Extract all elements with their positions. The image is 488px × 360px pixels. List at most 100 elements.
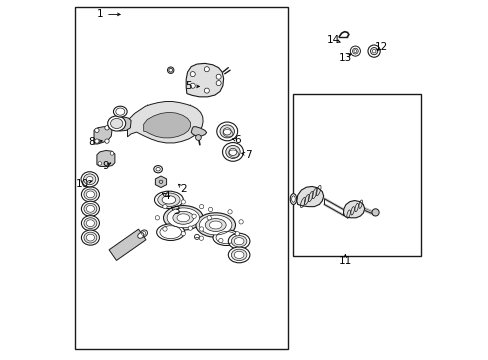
Ellipse shape <box>84 218 97 229</box>
Ellipse shape <box>110 152 114 155</box>
Text: 2: 2 <box>180 184 186 194</box>
Ellipse shape <box>110 118 122 129</box>
Ellipse shape <box>158 193 180 207</box>
Text: 9: 9 <box>102 161 109 171</box>
Ellipse shape <box>172 211 193 224</box>
Ellipse shape <box>167 208 199 228</box>
Polygon shape <box>97 150 115 167</box>
Ellipse shape <box>289 194 296 204</box>
Ellipse shape <box>84 232 97 243</box>
Ellipse shape <box>222 143 243 161</box>
Ellipse shape <box>205 219 225 231</box>
Text: 11: 11 <box>338 256 351 266</box>
Ellipse shape <box>209 221 222 229</box>
Ellipse shape <box>228 148 237 156</box>
Polygon shape <box>143 112 190 138</box>
Ellipse shape <box>199 204 203 209</box>
Text: 4: 4 <box>163 191 170 201</box>
Ellipse shape <box>95 128 99 132</box>
Ellipse shape <box>113 106 127 117</box>
Ellipse shape <box>208 207 212 212</box>
Text: 14: 14 <box>326 35 340 45</box>
Ellipse shape <box>199 215 231 235</box>
Ellipse shape <box>231 235 246 247</box>
Ellipse shape <box>196 213 235 237</box>
Ellipse shape <box>227 210 232 214</box>
Ellipse shape <box>81 172 98 187</box>
Ellipse shape <box>86 234 94 241</box>
Ellipse shape <box>86 176 93 182</box>
Ellipse shape <box>177 214 189 222</box>
Text: 7: 7 <box>244 150 251 160</box>
Ellipse shape <box>218 238 223 243</box>
Text: 3: 3 <box>172 206 179 216</box>
Ellipse shape <box>81 201 99 216</box>
Ellipse shape <box>234 251 244 258</box>
Polygon shape <box>343 201 364 218</box>
Ellipse shape <box>235 231 239 236</box>
Ellipse shape <box>199 236 203 240</box>
Ellipse shape <box>83 174 96 185</box>
Ellipse shape <box>371 49 375 53</box>
Ellipse shape <box>220 125 234 138</box>
Ellipse shape <box>107 116 125 131</box>
Ellipse shape <box>156 224 184 240</box>
Ellipse shape <box>163 227 167 231</box>
Polygon shape <box>109 229 145 260</box>
Ellipse shape <box>371 209 378 216</box>
Ellipse shape <box>349 46 360 56</box>
Ellipse shape <box>231 249 246 261</box>
Ellipse shape <box>168 68 172 72</box>
Ellipse shape <box>204 88 209 93</box>
Ellipse shape <box>84 189 97 200</box>
Ellipse shape <box>95 139 99 143</box>
Polygon shape <box>186 63 223 97</box>
Ellipse shape <box>216 74 221 79</box>
Ellipse shape <box>163 206 203 230</box>
Ellipse shape <box>138 233 143 238</box>
Ellipse shape <box>367 45 380 57</box>
Ellipse shape <box>352 48 358 54</box>
Ellipse shape <box>86 220 94 226</box>
Text: 8: 8 <box>88 137 95 147</box>
Ellipse shape <box>190 72 195 77</box>
Ellipse shape <box>163 204 167 209</box>
Ellipse shape <box>199 227 203 231</box>
Ellipse shape <box>104 126 109 130</box>
Text: 13: 13 <box>338 53 351 63</box>
Ellipse shape <box>228 233 249 249</box>
Polygon shape <box>296 186 323 207</box>
Ellipse shape <box>81 187 99 202</box>
Text: 6: 6 <box>234 135 240 145</box>
Ellipse shape <box>181 200 185 204</box>
Polygon shape <box>127 102 203 143</box>
Ellipse shape <box>181 231 185 236</box>
Polygon shape <box>94 127 112 144</box>
Ellipse shape <box>370 48 377 55</box>
Ellipse shape <box>195 135 201 140</box>
Text: 12: 12 <box>374 42 387 52</box>
Ellipse shape <box>225 145 240 158</box>
Ellipse shape <box>104 139 109 143</box>
Ellipse shape <box>213 230 240 246</box>
Text: 1: 1 <box>97 9 103 19</box>
Ellipse shape <box>234 238 244 245</box>
Ellipse shape <box>155 216 159 220</box>
Polygon shape <box>191 127 206 136</box>
Ellipse shape <box>216 122 237 141</box>
Text: 5: 5 <box>185 81 192 91</box>
Ellipse shape <box>190 83 195 88</box>
Ellipse shape <box>239 220 243 224</box>
Ellipse shape <box>84 203 97 214</box>
Ellipse shape <box>204 67 209 72</box>
Ellipse shape <box>86 206 94 212</box>
Polygon shape <box>155 176 166 188</box>
Ellipse shape <box>162 196 175 204</box>
Ellipse shape <box>140 230 147 237</box>
Ellipse shape <box>192 214 196 219</box>
Polygon shape <box>111 117 131 131</box>
Text: 10: 10 <box>76 179 89 189</box>
Ellipse shape <box>188 226 192 230</box>
Ellipse shape <box>216 81 221 86</box>
Ellipse shape <box>153 166 162 173</box>
